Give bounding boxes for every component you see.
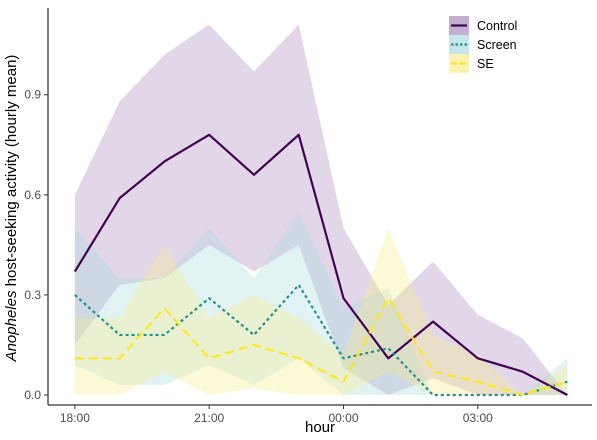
line-screen [74,283,568,397]
legend-key-screen [449,35,469,54]
y-axis-title-italic: Anopheles [3,290,20,362]
line-se [74,297,568,397]
x-ticks: 18:00 21:00 00:00 03:00 [60,405,493,425]
x-tick-label: 03:00 [463,411,493,425]
x-axis-title: hour [305,419,335,436]
x-tick-label: 18:00 [60,411,90,425]
line-control [73,133,568,396]
legend: Control Screen SE [449,16,517,73]
legend-key-se [449,54,469,73]
band-screen [74,211,568,395]
band-control [74,24,568,395]
y-axis-title-rest: host-seeking activity (hourly mean) [3,55,20,291]
y-tick-label: 0.6 [24,188,41,202]
x-tick-label: 21:00 [194,411,224,425]
y-tick-label: 0.3 [24,288,41,302]
confidence-bands [74,24,568,395]
legend-label-control: Control [477,19,517,33]
legend-label-se: SE [477,57,494,71]
y-ticks: 0.0 0.3 0.6 0.9 [24,88,48,402]
y-axis-title: Anopheles host-seeking activity (hourly … [3,55,20,363]
y-tick-label: 0.0 [24,388,41,402]
series-lines [73,133,568,397]
band-se [74,228,568,395]
legend-label-screen: Screen [477,38,517,52]
x-tick-label: 00:00 [328,411,358,425]
y-tick-label: 0.9 [24,88,41,102]
